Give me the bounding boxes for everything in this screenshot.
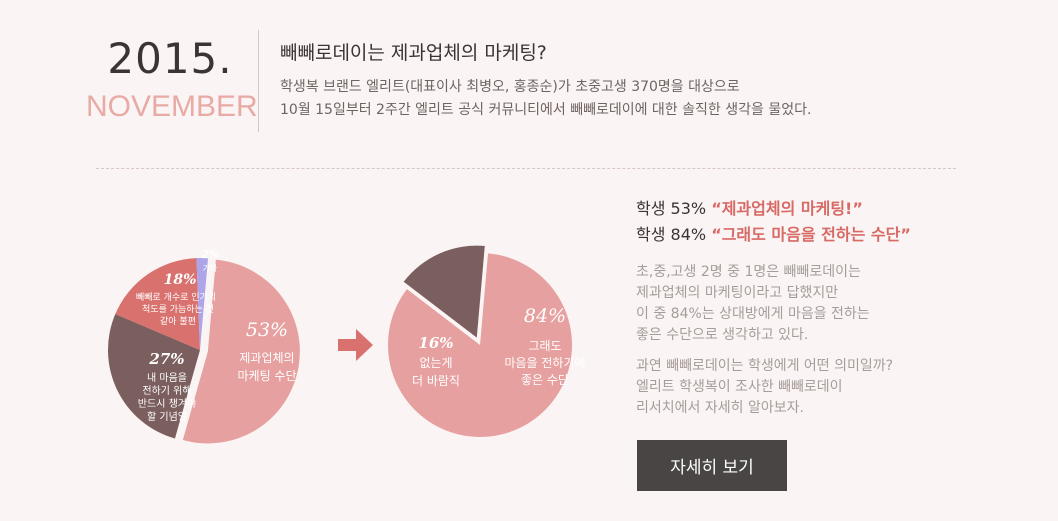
slice-27-pct: 27% bbox=[148, 350, 184, 368]
slice-18-label: 척도를 가늠하는 것 bbox=[142, 304, 214, 315]
month-label: NOVEMBER bbox=[86, 90, 258, 123]
slice-53-label: 제과업체의 bbox=[239, 351, 294, 365]
pie-slice bbox=[108, 314, 200, 439]
slice-2-pct: 2% bbox=[200, 248, 219, 261]
pie-chart-left bbox=[108, 258, 300, 444]
slice-18-label: 빼빼로 개수로 인기의 bbox=[136, 292, 216, 303]
pie-slice bbox=[388, 253, 572, 437]
summary-stat-1-quote: “제과업체의 마케팅!” bbox=[711, 199, 863, 218]
pie-slice bbox=[115, 258, 200, 350]
summary-block: 학생 53% “제과업체의 마케팅!” 학생 84% “그래도 마음을 전하는 … bbox=[636, 196, 1036, 419]
see-more-button[interactable]: 자세히 보기 bbox=[637, 440, 787, 491]
summary-stat-2: 학생 84% “그래도 마음을 전하는 수단” bbox=[636, 222, 1036, 248]
slice-53-label: 마케팅 수단 bbox=[237, 369, 296, 383]
pie-slice bbox=[182, 259, 300, 444]
year-label: 2015. bbox=[107, 34, 233, 83]
desc-line: 10월 15일부터 2주간 엘리트 공식 커뮤니티에서 빼빼로데이에 대한 솔직… bbox=[280, 102, 812, 118]
paragraph-line: 초,중,고생 2명 중 1명은 빼빼로데이는 bbox=[636, 264, 861, 280]
slice-2-label: 기타 bbox=[203, 264, 218, 273]
summary-stat-1-prefix: 학생 53% bbox=[636, 199, 707, 218]
page-title: 빼빼로데이는 제과업체의 마케팅? bbox=[280, 42, 547, 64]
paragraph-line: 과연 빼빼로데이는 학생에게 어떤 의미일까? bbox=[636, 358, 894, 374]
summary-stat-2-prefix: 학생 84% bbox=[636, 225, 707, 244]
summary-paragraph-1: 초,중,고생 2명 중 1명은 빼빼로데이는 제과업체의 마케팅이라고 답했지만… bbox=[636, 262, 1036, 346]
paragraph-line: 엘리트 학생복이 조사한 빼빼로데이 bbox=[636, 379, 843, 395]
slice-18-label: 같아 불편 bbox=[160, 315, 196, 327]
slice-27-label: 할 기념일 bbox=[147, 411, 187, 423]
slice-18-pct: 18% bbox=[164, 272, 197, 288]
paragraph-line: 이 중 84%는 상대방에게 마음을 전하는 bbox=[636, 306, 870, 322]
slice-27-label: 전하기 위해 bbox=[142, 384, 191, 397]
summary-paragraph-2: 과연 빼빼로데이는 학생에게 어떤 의미일까? 엘리트 학생복이 조사한 빼빼로… bbox=[636, 356, 1036, 419]
header-description: 학생복 브랜드 엘리트(대표이사 최병오, 홍종순)가 초중고생 370명을 대… bbox=[280, 76, 920, 122]
arrow-right-icon bbox=[338, 329, 373, 361]
slice-27-label: 내 마음을 bbox=[147, 372, 187, 384]
desc-line: 학생복 브랜드 엘리트(대표이사 최병오, 홍종순)가 초중고생 370명을 대… bbox=[280, 79, 740, 95]
paragraph-line: 리서치에서 자세히 알아보자. bbox=[636, 400, 804, 416]
slice-84-label: 마음을 전하기에 bbox=[504, 356, 585, 370]
pie-slice bbox=[196, 258, 209, 350]
slice-53-pct: 53% bbox=[246, 319, 288, 341]
slice-27-label: 반드시 챙겨야 bbox=[138, 398, 196, 410]
paragraph-line: 제과업체의 마케팅이라고 답했지만 bbox=[636, 285, 839, 301]
summary-stat-2-quote: “그래도 마음을 전하는 수단” bbox=[711, 225, 911, 244]
slice-84-label: 좋은 수단 bbox=[521, 373, 569, 387]
slice-84-label: 그래도 bbox=[528, 339, 561, 353]
header-divider bbox=[258, 30, 259, 132]
slice-84-pct: 84% bbox=[524, 305, 566, 327]
dashed-divider bbox=[96, 168, 956, 169]
slice-16-label: 없는게 bbox=[419, 356, 452, 370]
paragraph-line: 좋은 수단으로 생각하고 있다. bbox=[636, 327, 809, 343]
summary-stat-1: 학생 53% “제과업체의 마케팅!” bbox=[636, 196, 1036, 222]
pie-slice bbox=[403, 245, 485, 338]
pie-chart-right bbox=[388, 245, 572, 437]
slice-16-label: 더 바람직 bbox=[412, 374, 460, 388]
slice-16-pct: 16% bbox=[418, 334, 453, 352]
